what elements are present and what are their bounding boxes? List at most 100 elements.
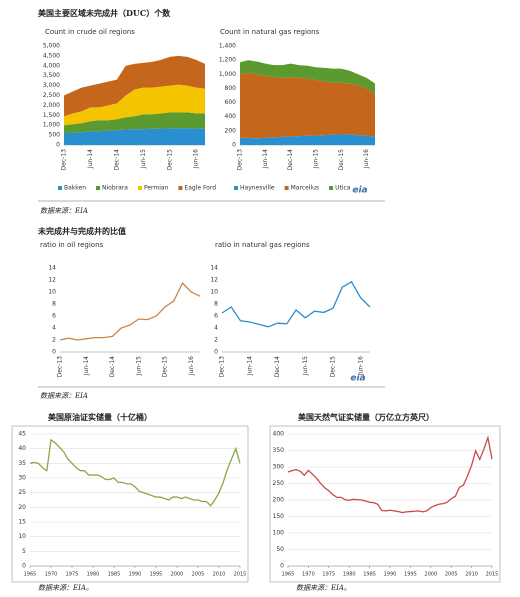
x-tick-label: 2015 xyxy=(234,572,247,578)
x-tick-label: 1995 xyxy=(404,572,417,578)
x-tick-label: Jun-15 xyxy=(312,149,319,169)
legend-label: Haynesville xyxy=(240,185,275,192)
y-tick-label: 300 xyxy=(273,464,285,471)
x-tick-label: Jun-15 xyxy=(302,356,309,376)
x-tick-label: Dec-15 xyxy=(162,356,169,378)
y-tick-label: 10 xyxy=(210,289,218,296)
y-tick-label: 5 xyxy=(22,548,26,555)
y-tick-label: 5,000 xyxy=(43,43,60,50)
chart-title: ratio in oil regions xyxy=(40,241,104,249)
x-tick-label: Jun-16 xyxy=(193,149,200,169)
x-tick-label: 1990 xyxy=(129,572,142,578)
y-tick-label: 4 xyxy=(214,325,218,332)
source: 数据来源：EIA xyxy=(40,392,88,400)
y-tick-label: 2 xyxy=(52,337,56,344)
plot-frame xyxy=(269,425,501,583)
y-tick-label: 800 xyxy=(225,85,237,92)
legend-label: Eagle Ford xyxy=(184,185,216,192)
x-tick-label: Jun-15 xyxy=(140,149,147,169)
y-tick-label: 8 xyxy=(52,301,56,308)
x-tick-label: 2000 xyxy=(424,572,437,578)
legend-label: Niobrara xyxy=(102,185,128,192)
x-tick-label: 2005 xyxy=(445,572,458,578)
y-tick-label: 10 xyxy=(18,533,26,540)
x-tick-label: Dec-13 xyxy=(61,149,68,171)
legend-swatch xyxy=(329,186,334,190)
y-tick-label: 200 xyxy=(273,497,285,504)
x-tick-label: Dec-14 xyxy=(287,149,294,171)
y-tick-label: 100 xyxy=(273,530,285,537)
legend-swatch xyxy=(137,186,142,190)
x-tick-label: Dec-14 xyxy=(113,149,120,171)
y-tick-label: 1,000 xyxy=(219,71,236,78)
x-tick-label: Jun-16 xyxy=(357,356,364,376)
y-tick-label: 12 xyxy=(210,277,218,284)
y-tick-label: 400 xyxy=(273,431,285,438)
y-tick-label: 1,200 xyxy=(219,57,236,64)
chart-title: Count in natural gas regions xyxy=(220,28,320,36)
y-tick-label: 6 xyxy=(214,313,218,320)
y-tick-label: 0 xyxy=(22,563,26,570)
legend-swatch xyxy=(96,186,101,190)
x-tick-label: 1970 xyxy=(45,572,58,578)
x-tick-label: Dec-14 xyxy=(274,356,281,378)
y-tick-label: 4,500 xyxy=(43,52,60,59)
source: 数据来源：EIA。 xyxy=(38,584,93,592)
source: 数据来源：EIA xyxy=(40,207,88,215)
y-tick-label: 350 xyxy=(273,447,285,454)
y-tick-label: 15 xyxy=(18,519,26,526)
line xyxy=(287,435,493,514)
x-tick-label: Dec-15 xyxy=(166,149,173,171)
y-tick-label: 14 xyxy=(48,265,56,272)
chart-title: Count in crude oil regions xyxy=(45,28,135,36)
line xyxy=(29,438,241,507)
x-tick-label: 1995 xyxy=(150,572,163,578)
y-tick-label: 3,000 xyxy=(43,82,60,89)
x-tick-label: 1965 xyxy=(24,572,37,578)
source: 数据来源：EIA。 xyxy=(296,584,351,592)
plot-frame xyxy=(11,425,249,583)
x-tick-label: 1985 xyxy=(108,572,121,578)
x-tick-label: 1965 xyxy=(282,572,295,578)
x-tick-label: Dec-13 xyxy=(237,149,244,171)
y-tick-label: 4,000 xyxy=(43,62,60,69)
y-tick-label: 8 xyxy=(214,301,218,308)
x-tick-label: Jun-14 xyxy=(87,149,94,169)
chart-title: ratio in natural gas regions xyxy=(215,241,310,249)
y-tick-label: 30 xyxy=(18,475,26,482)
x-tick-label: 2000 xyxy=(171,572,184,578)
chart-title: 美国原油证实储量（十亿桶） xyxy=(48,412,152,422)
area xyxy=(240,60,375,95)
x-tick-label: 1985 xyxy=(363,572,376,578)
legend-label: Marcellus xyxy=(291,185,319,192)
y-tick-label: 0 xyxy=(214,349,218,356)
x-tick-label: Dec-13 xyxy=(57,356,64,378)
y-tick-label: 35 xyxy=(18,460,26,467)
x-tick-label: 2015 xyxy=(486,572,499,578)
x-tick-label: 1970 xyxy=(302,572,315,578)
legend-swatch xyxy=(284,186,289,190)
x-tick-label: Jun-16 xyxy=(188,356,195,376)
area xyxy=(64,128,205,145)
chart-title: 美国天然气证实储量（万亿立方英尺） xyxy=(298,412,434,422)
x-tick-label: Jun-15 xyxy=(135,356,142,376)
x-tick-label: Jun-14 xyxy=(83,356,90,376)
y-tick-label: 600 xyxy=(225,99,237,106)
y-tick-label: 250 xyxy=(273,480,285,487)
legend-label: Bakken xyxy=(64,185,86,192)
legend-swatch xyxy=(178,186,183,190)
area xyxy=(64,55,205,117)
section-title: 未完成井与完成井的比值 xyxy=(37,226,126,236)
y-tick-label: 0 xyxy=(280,563,284,570)
y-tick-label: 2,000 xyxy=(43,102,60,109)
y-tick-label: 0 xyxy=(56,142,60,149)
y-tick-label: 0 xyxy=(52,349,56,356)
x-tick-label: 1975 xyxy=(66,572,79,578)
x-tick-label: Jun-16 xyxy=(363,149,370,169)
logo: eia xyxy=(352,186,367,196)
x-tick-label: 1980 xyxy=(87,572,100,578)
y-tick-label: 150 xyxy=(273,513,285,520)
y-tick-label: 500 xyxy=(49,132,61,139)
x-tick-label: Jun-14 xyxy=(246,356,253,376)
